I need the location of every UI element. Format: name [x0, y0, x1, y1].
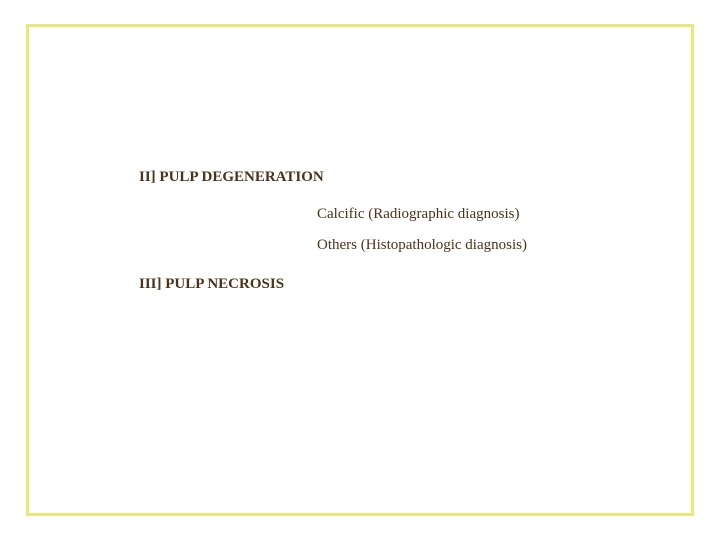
subitem-calcific: Calcific (Radiographic diagnosis) [317, 206, 631, 223]
slide-frame: II] PULP DEGENERATION Calcific (Radiogra… [26, 24, 694, 516]
subitem-others: Others (Histopathologic diagnosis) [317, 237, 631, 254]
heading-pulp-necrosis: III] PULP NECROSIS [139, 276, 631, 293]
heading-pulp-degeneration: II] PULP DEGENERATION [139, 169, 631, 186]
slide-content: II] PULP DEGENERATION Calcific (Radiogra… [139, 169, 631, 293]
